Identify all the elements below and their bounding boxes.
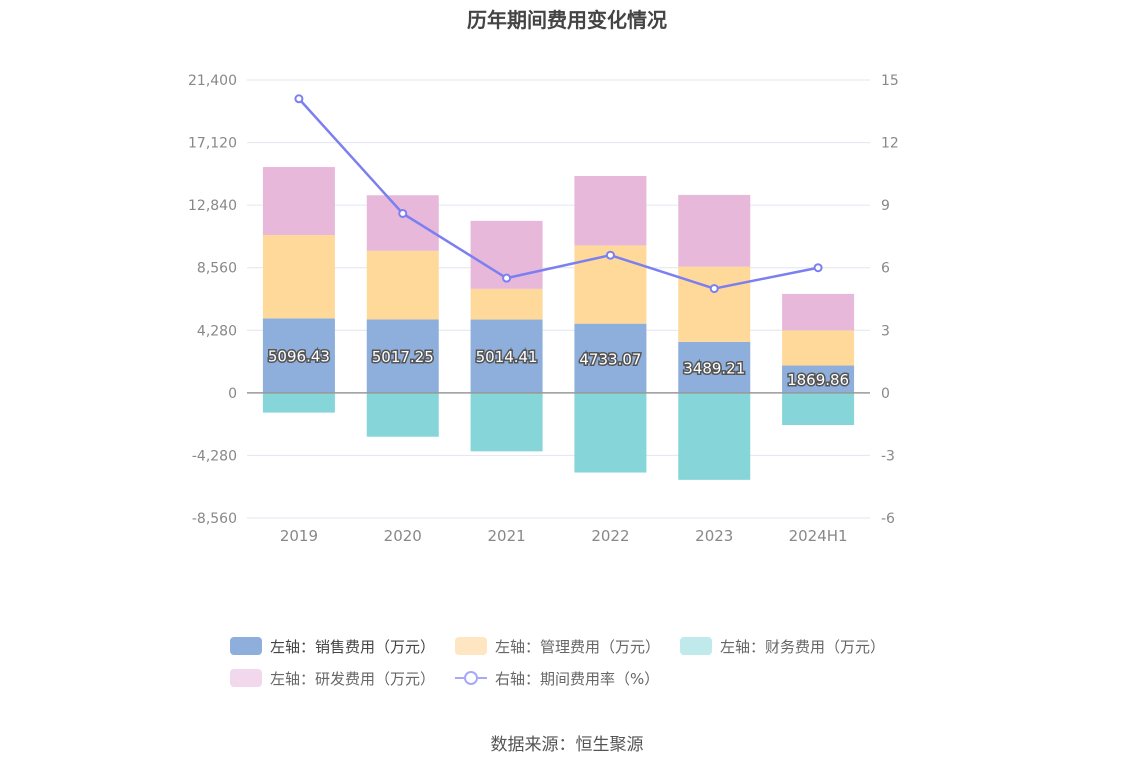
bars-layer <box>262 167 855 480</box>
bar-3-2022 <box>574 176 647 246</box>
left-tick-label: -4,280 <box>192 448 237 464</box>
bar-1-2023 <box>678 266 751 342</box>
bar-1-2019 <box>262 235 335 319</box>
right-tick-label: 0 <box>881 386 890 402</box>
rate-point-2024H1 <box>813 263 823 273</box>
legend-swatch-finance <box>680 637 713 655</box>
bar-2-2022 <box>574 392 647 473</box>
legend-swatch-rd <box>230 669 262 687</box>
data-labels: 5096.43 5017.25 5014.41 4733.07 3489.21 1869.… <box>266 346 850 391</box>
x-tick-label: 2022 <box>591 527 629 545</box>
left-axis-labels: 21,400 17,120 12,840 8,560 4,280 0 -4,280 -8,56… <box>188 73 237 527</box>
legend-label-rate: 右轴：期间费用率（%） <box>495 669 660 688</box>
left-tick-label: 8,560 <box>197 261 237 277</box>
right-tick-label: 9 <box>881 198 890 214</box>
bar-0-2024H1 <box>782 365 855 393</box>
bar-3-2023 <box>678 194 751 267</box>
legend-item-rd[interactable]: 左轴：研发费用（万元） <box>230 668 435 689</box>
sales-value-label: 3489.21 <box>683 359 745 377</box>
bar-2-2021 <box>470 392 543 452</box>
left-tick-label: 4,280 <box>197 323 237 339</box>
legend-swatch-sales <box>230 637 262 655</box>
legend-label-sales: 左轴：销售费用（万元） <box>270 637 436 656</box>
bar-1-2024H1 <box>782 330 855 366</box>
left-tick-label: 21,400 <box>188 73 237 89</box>
right-tick-label: -3 <box>881 448 895 464</box>
chart-title: 历年期间费用变化情况 <box>467 8 667 32</box>
left-tick-label: -8,560 <box>192 511 237 527</box>
right-axis-labels: 15 12 9 6 3 0 -3 -6 <box>881 73 899 527</box>
legend-label-finance: 左轴：财务费用（万元） <box>720 637 886 656</box>
bar-1-2021 <box>470 288 543 320</box>
legend-label-rd: 左轴：研发费用（万元） <box>270 669 436 688</box>
rate-point-2021 <box>502 273 512 283</box>
bar-3-2019 <box>262 167 335 236</box>
sales-value-label: 5017.25 <box>372 348 434 366</box>
sales-value-label: 5014.41 <box>476 348 538 366</box>
source-note: 数据来源：恒生聚源 <box>490 735 644 755</box>
sales-value-label: 4733.07 <box>579 350 641 368</box>
bar-0-2022 <box>574 323 647 393</box>
right-tick-label: 3 <box>881 323 890 339</box>
rate-line <box>297 97 819 290</box>
legend-item-finance[interactable]: 左轴：财务费用（万元） <box>680 636 885 657</box>
bar-0-2019 <box>262 318 335 393</box>
legend-item-rate[interactable]: 右轴：期间费用率（%） <box>455 668 659 689</box>
x-tick-label: 2023 <box>695 527 733 545</box>
left-tick-label: 17,120 <box>188 136 237 152</box>
bar-0-2023 <box>678 341 751 393</box>
legend-label-admin: 左轴：管理费用（万元） <box>495 637 661 656</box>
x-tick-label: 2019 <box>280 527 318 545</box>
rate-point-2020 <box>398 208 408 218</box>
left-tick-label: 0 <box>228 386 237 402</box>
bar-0-2020 <box>366 319 439 393</box>
chart-canvas: 21,400 17,120 12,840 8,560 4,280 0 -4,280 -8,56… <box>188 73 899 545</box>
right-tick-label: 6 <box>881 261 890 277</box>
bar-2-2023 <box>678 392 751 480</box>
x-axis-labels: 2019 2020 2021 2022 2023 2024H1 <box>280 527 848 545</box>
bar-3-2024H1 <box>782 293 855 331</box>
right-tick-label: 12 <box>881 136 899 152</box>
x-tick-label: 2021 <box>487 527 525 545</box>
bar-2-2020 <box>366 392 439 437</box>
bar-2-2019 <box>262 392 335 413</box>
bar-3-2020 <box>366 195 439 251</box>
x-tick-label: 2024H1 <box>789 527 848 545</box>
rate-point-2022 <box>605 250 615 260</box>
bar-1-2020 <box>366 250 439 320</box>
x-tick-label: 2020 <box>384 527 422 545</box>
bar-0-2021 <box>470 319 543 393</box>
left-tick-label: 12,840 <box>188 198 237 214</box>
sales-value-label: 5096.43 <box>268 348 330 366</box>
rate-point-2023 <box>709 284 719 294</box>
rate-point-2019 <box>294 94 304 104</box>
legend-swatch-rate <box>455 669 488 687</box>
right-tick-label: -6 <box>881 511 895 527</box>
legend-item-admin[interactable]: 左轴：管理费用（万元） <box>455 636 660 657</box>
bar-2-2024H1 <box>782 392 855 426</box>
legend-swatch-admin <box>455 637 488 655</box>
legend: 左轴：销售费用（万元） 左轴：管理费用（万元） 左轴：财务费用（万元） 左轴：研… <box>230 630 930 694</box>
grid-lines <box>247 79 870 519</box>
sales-value-label: 1869.86 <box>787 371 849 389</box>
right-tick-label: 15 <box>881 73 899 89</box>
legend-item-sales[interactable]: 左轴：销售费用（万元） <box>230 636 435 657</box>
rate-line-layer <box>294 94 823 294</box>
